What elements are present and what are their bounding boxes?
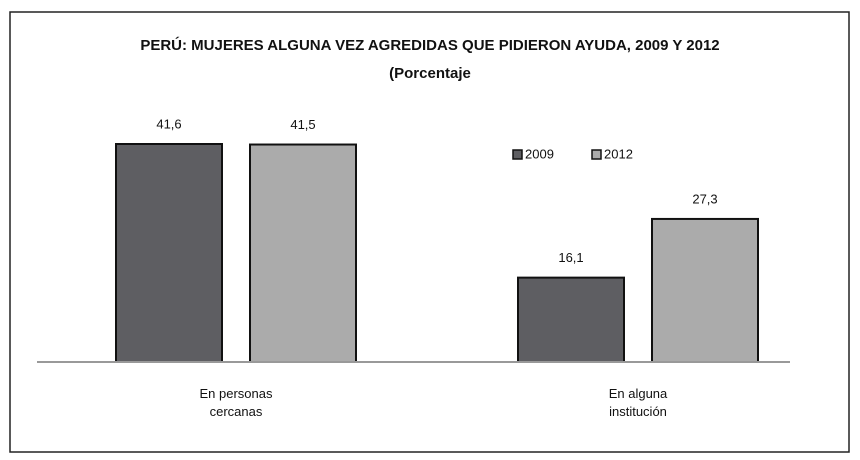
bar <box>651 217 759 363</box>
legend-label: 2009 <box>525 146 554 161</box>
chart-subtitle: (Porcentaje <box>389 65 471 82</box>
x-tick-label: En alguna institución <box>609 386 668 419</box>
data-label: 16,1 <box>558 250 583 265</box>
chart-title: PERÚ: MUJERES ALGUNA VEZ AGREDIDAS QUE P… <box>140 36 719 54</box>
bar <box>115 143 223 363</box>
data-label: 27,3 <box>692 191 717 206</box>
legend-label: 2012 <box>604 146 633 161</box>
legend-swatch <box>591 149 602 160</box>
data-label: 41,5 <box>290 117 315 132</box>
x-tick-label: En personas cercanas <box>200 386 273 419</box>
bar <box>517 276 625 364</box>
bar <box>249 143 357 363</box>
legend-swatch <box>512 149 523 160</box>
data-label: 41,6 <box>156 116 181 131</box>
